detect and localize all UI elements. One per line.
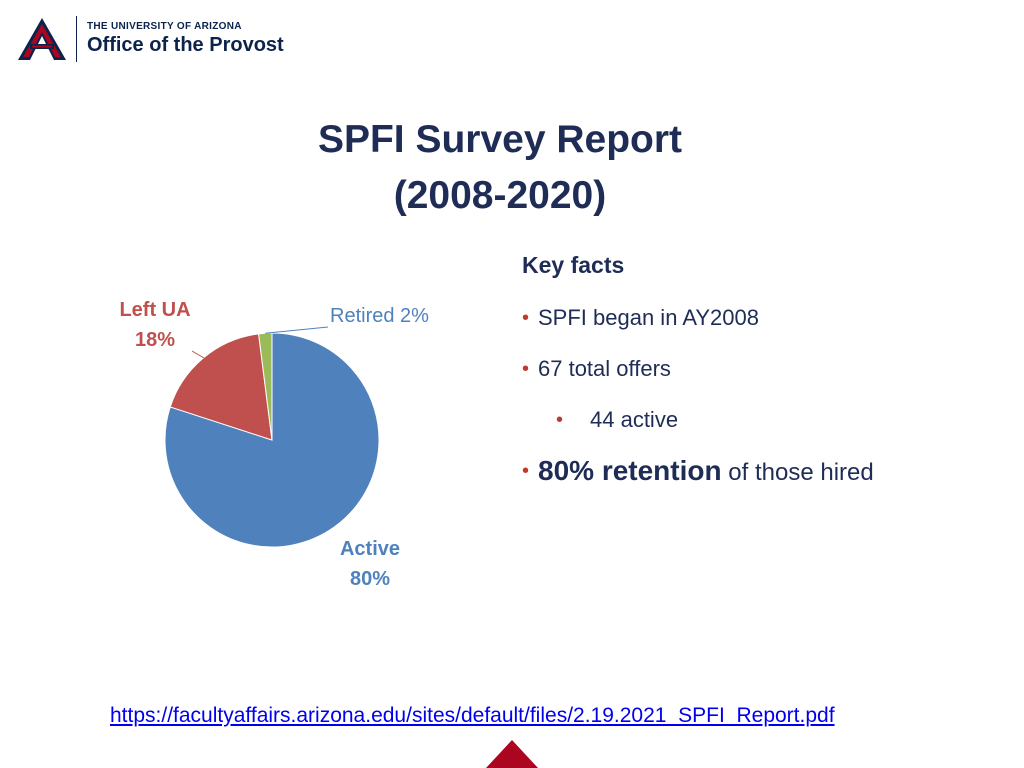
fact-item: • SPFI began in AY2008 bbox=[522, 305, 874, 331]
fact-text: 44 active bbox=[590, 407, 679, 432]
slide-title: SPFI Survey Report (2008-2020) bbox=[0, 112, 1000, 224]
pie-value-active: 80% bbox=[350, 568, 390, 590]
slide-title-line2: (2008-2020) bbox=[393, 174, 607, 217]
bullet-icon: • bbox=[556, 409, 564, 431]
pie-label-active: Active bbox=[340, 538, 400, 560]
report-link[interactable]: https://facultyaffairs.arizona.edu/sites… bbox=[110, 704, 835, 727]
fact-text: SPFI began in AY2008 bbox=[538, 305, 759, 330]
fact-strong-text: 80% retention bbox=[538, 455, 722, 486]
pie-slice-active bbox=[164, 332, 380, 548]
university-logo: THE UNIVERSITY OF ARIZONA Office of the … bbox=[16, 16, 284, 62]
pie-chart: Active 80% Left UA 18% Retired 2% bbox=[119, 299, 429, 590]
logo-text: THE UNIVERSITY OF ARIZONA Office of the … bbox=[87, 21, 284, 57]
leader-line-left-ua bbox=[191, 350, 205, 359]
key-facts-panel: Key facts • SPFI began in AY2008 • 67 to… bbox=[522, 252, 874, 511]
fact-text: of those hired bbox=[721, 459, 874, 486]
pie-label-retired: Retired 2% bbox=[330, 305, 429, 327]
fact-item: • 67 total offers bbox=[522, 356, 874, 382]
fact-subitem: • 44 active bbox=[556, 407, 874, 433]
bullet-icon: • bbox=[522, 358, 530, 380]
slide-title-line1: SPFI Survey Report bbox=[317, 118, 683, 161]
decorative-triangle-icon bbox=[486, 740, 538, 768]
leader-line-retired bbox=[265, 326, 329, 334]
fact-item: • 80% retention of those hired bbox=[522, 455, 874, 486]
logo-divider bbox=[76, 16, 77, 62]
pie-label-left-ua: Left UA bbox=[119, 299, 190, 321]
bullet-icon: • bbox=[522, 307, 530, 329]
bullet-icon: • bbox=[522, 460, 530, 482]
office-name: Office of the Provost bbox=[87, 34, 284, 56]
university-name: THE UNIVERSITY OF ARIZONA bbox=[87, 21, 242, 32]
fact-text: 67 total offers bbox=[538, 356, 671, 381]
pie-value-left-ua: 18% bbox=[135, 329, 175, 351]
arizona-a-logo-icon bbox=[18, 18, 66, 60]
key-facts-heading: Key facts bbox=[522, 252, 625, 278]
